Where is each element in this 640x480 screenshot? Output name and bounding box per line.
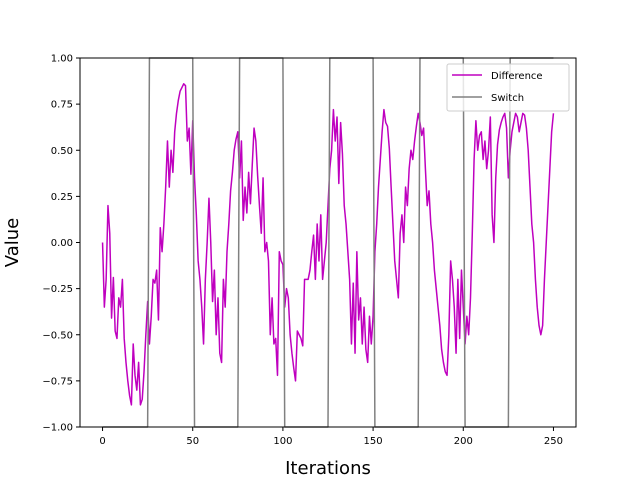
ticks-layer: 0 50 100 150 200 250 −1.00 −0.75 −0.50 −0.25 0.00 0… [42, 54, 563, 448]
x-tick-label: 100 [273, 436, 292, 447]
y-tick-label: 0.75 [51, 100, 73, 111]
y-tick-label: −0.75 [42, 376, 73, 387]
y-tick-label: −1.00 [42, 423, 73, 434]
legend: Difference Switch [446, 63, 570, 112]
x-tick-label: 250 [544, 436, 563, 447]
y-tick-label: 1.00 [51, 54, 73, 65]
legend-label-difference: Difference [491, 71, 543, 82]
series-line-switch [102, 57, 554, 428]
y-tick-label: −0.25 [42, 284, 73, 295]
x-tick-label: 150 [364, 436, 383, 447]
x-axis-title: Iterations [285, 458, 371, 479]
x-tick-label: 200 [454, 436, 473, 447]
x-tick-label: 50 [186, 436, 199, 447]
legend-label-switch: Switch [491, 93, 524, 104]
y-tick-label: 0.00 [51, 238, 73, 249]
y-tick-label: 0.50 [51, 146, 73, 157]
series-layer [101, 57, 555, 428]
y-tick-label: −0.50 [42, 330, 73, 341]
series-line-difference [101, 83, 555, 406]
y-axis-title: Value [2, 218, 23, 267]
y-tick-label: 0.25 [51, 192, 73, 203]
x-tick-label: 0 [99, 436, 105, 447]
